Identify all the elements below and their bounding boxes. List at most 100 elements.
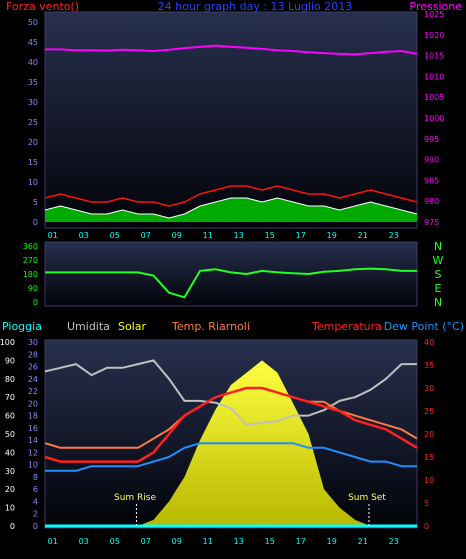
percent-tick: 40 — [5, 448, 15, 457]
chart-title: 24 hour graph day : 13 Luglio 2013 — [158, 0, 353, 13]
solar-tick: 28 — [28, 350, 38, 359]
solar-tick: 14 — [28, 436, 38, 445]
sun-markers: Sum Rise Sum Set — [114, 493, 386, 526]
temperature-tick: 20 — [424, 430, 434, 439]
wind-average-area — [45, 198, 417, 222]
pressure-tick: 980 — [424, 197, 439, 206]
wind-tick: 5 — [33, 198, 38, 207]
direction-plot-area — [44, 241, 418, 307]
bottom-series — [44, 359, 418, 528]
hour-label: 15 — [265, 537, 275, 546]
temperature-legend: Temperatura — [311, 320, 382, 333]
hour-label: 09 — [172, 537, 182, 546]
direction-axis-ticks: 360 270 180 90 0 — [23, 242, 38, 307]
hour-label: 11 — [203, 231, 213, 240]
hour-label: 19 — [327, 231, 337, 240]
solar-tick: 2 — [33, 510, 38, 519]
pressure-tick: 985 — [424, 176, 439, 185]
percent-tick: 20 — [5, 485, 15, 494]
solar-tick: 20 — [28, 399, 38, 408]
percent-tick: 10 — [5, 504, 15, 513]
solar-tick: 6 — [33, 485, 38, 494]
wind-speed-line — [44, 197, 418, 219]
solar-legend: Solar — [118, 320, 147, 333]
pressure-tick: 975 — [424, 218, 439, 227]
wind-tick: 20 — [28, 138, 38, 147]
hour-label: 07 — [141, 231, 151, 240]
hour-label: 17 — [296, 537, 306, 546]
compass-letter: W — [433, 254, 444, 267]
wind-tick: 40 — [28, 58, 38, 67]
feels-legend: Temp. Riarnoli — [171, 320, 250, 333]
hour-label: 11 — [203, 537, 213, 546]
hour-label: 17 — [296, 231, 306, 240]
wind-tick: 25 — [28, 118, 38, 127]
solar-tick: 26 — [28, 363, 38, 372]
percent-tick: 60 — [5, 412, 15, 421]
percent-tick: 0 — [10, 522, 15, 531]
solar-tick: 10 — [28, 461, 38, 470]
pressure-axis-ticks: 1025 1020 1015 1010 1005 1000 995 990 985 980 975 — [424, 10, 444, 227]
top-plot-area — [44, 11, 418, 229]
pressure-tick: 995 — [424, 135, 439, 144]
hour-label: 01 — [48, 537, 58, 546]
solar-tick: 30 — [28, 338, 38, 347]
dewpoint-legend: Dew Point (°C) — [384, 320, 464, 333]
direction-tick: 0 — [33, 298, 38, 307]
temperature-tick: 25 — [424, 407, 434, 416]
temperature-tick: 5 — [424, 499, 429, 508]
hour-label: 07 — [141, 537, 151, 546]
solar-tick: 24 — [28, 375, 38, 384]
direction-tick: 180 — [23, 270, 38, 279]
pressure-tick: 990 — [424, 156, 439, 165]
compass-letter: E — [435, 282, 442, 295]
hour-label: 03 — [79, 537, 89, 546]
temperature-tick: 35 — [424, 361, 434, 370]
percent-tick: 70 — [5, 393, 15, 402]
rain-legend: Pioggia — [2, 320, 42, 333]
wind-gust-line — [44, 185, 418, 207]
direction-tick: 270 — [23, 256, 38, 265]
percent-tick: 80 — [5, 375, 15, 384]
wind-axis-label: Forza vento() — [6, 0, 79, 13]
pressure-tick: 1020 — [424, 31, 444, 40]
temperature-tick: 30 — [424, 384, 434, 393]
dewpoint-line — [45, 442, 417, 472]
hour-label: 13 — [234, 537, 244, 546]
percent-tick: 100 — [0, 338, 15, 347]
wind-tick: 15 — [28, 158, 38, 167]
compass-letter: N — [434, 240, 442, 253]
hour-label: 09 — [172, 231, 182, 240]
hour-label: 21 — [358, 231, 368, 240]
solar-tick: 4 — [33, 497, 38, 506]
pressure-tick: 1000 — [424, 114, 444, 123]
compass-letter: S — [435, 268, 442, 281]
hour-label: 23 — [389, 231, 399, 240]
temperature-tick: 40 — [424, 338, 434, 347]
hour-label: 19 — [327, 537, 337, 546]
sunrise-label: Sum Rise — [114, 493, 156, 503]
solar-tick: 18 — [28, 412, 38, 421]
pressure-line — [45, 44, 418, 56]
temperature-line — [44, 386, 418, 463]
direction-series — [45, 267, 417, 299]
bottom-hour-ticks: 01 03 05 07 09 11 13 15 17 19 21 23 — [48, 537, 399, 546]
top-hour-ticks: 01 03 05 07 09 11 13 15 17 19 21 23 — [48, 231, 399, 240]
top-series — [44, 44, 418, 222]
hour-label: 05 — [110, 537, 120, 546]
direction-tick: 90 — [28, 284, 38, 293]
wind-tick: 45 — [28, 38, 38, 47]
hour-label: 13 — [234, 231, 244, 240]
sunset-label: Sum Set — [348, 493, 386, 503]
pressure-tick: 1015 — [424, 52, 444, 61]
solar-tick: 0 — [33, 522, 38, 531]
solar-tick: 8 — [33, 473, 38, 482]
pressure-tick: 1005 — [424, 93, 444, 102]
bottom-panel: Pioggia Umidita Solar Temp. Riarnoli Tem… — [0, 320, 464, 546]
wind-tick: 30 — [28, 98, 38, 107]
percent-tick: 90 — [5, 356, 15, 365]
